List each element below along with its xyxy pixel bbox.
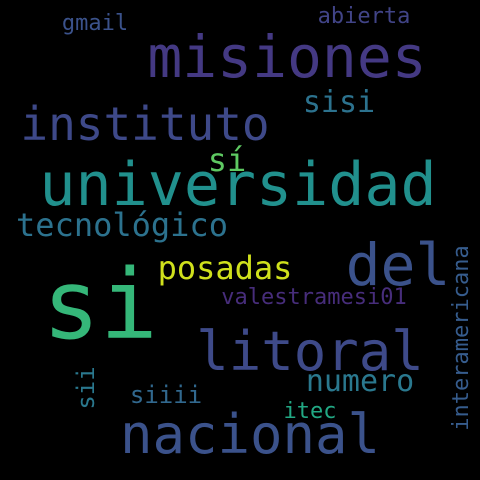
word-si-accent: sí: [207, 141, 247, 179]
word-misiones: misiones: [147, 23, 427, 91]
word-si: si: [42, 249, 158, 361]
word-nacional: nacional: [119, 403, 381, 466]
word-posadas: posadas: [157, 249, 293, 287]
word-numero: numero: [305, 364, 415, 399]
word-universidad: universidad: [39, 150, 437, 220]
word-gmail: gmail: [61, 11, 129, 36]
word-tecnologico: tecnológico: [16, 206, 228, 244]
word-litoral: litoral: [196, 320, 424, 383]
word-itec: itec: [283, 399, 337, 424]
word-abierta: abierta: [317, 4, 411, 29]
word-del: del: [345, 231, 451, 299]
word-siiii: siiii: [129, 381, 203, 409]
word-sii: sii: [72, 366, 100, 410]
word-instituto: instituto: [20, 97, 270, 151]
word-sisi: sisi: [302, 85, 376, 120]
word-valestramesi01: valestramesi01: [221, 285, 407, 310]
word-interamericana: interamericana: [449, 245, 474, 431]
